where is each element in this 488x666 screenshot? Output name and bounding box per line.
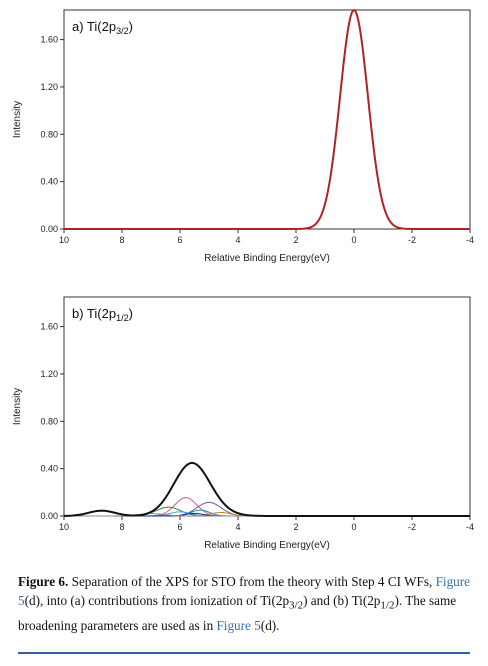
x-axis-label: Relative Binding Energy(eV)	[204, 540, 330, 551]
plot-frame	[63, 296, 471, 517]
x-tick-label: 10	[59, 522, 69, 532]
x-tick-label: 2	[293, 235, 298, 245]
caption-lead: Figure 6.	[18, 574, 69, 589]
y-tick-label: 0.80	[40, 129, 58, 139]
x-tick-label: -2	[408, 235, 416, 245]
caption-sub-2: 1/2	[380, 599, 395, 612]
figure-caption: Figure 6. Separation of the XPS for STO …	[18, 572, 474, 635]
figure-5-link-1[interactable]: Figure 5	[18, 574, 471, 608]
panel-label: b) Ti(2p1/2)	[72, 306, 133, 323]
total-spectrum-line	[64, 9, 470, 230]
caption-sub-1: 3/2	[289, 599, 304, 612]
x-tick-label: 6	[177, 235, 182, 245]
x-tick-label: 4	[235, 522, 240, 532]
caption-text-4: ). The same broadening parameters are us…	[18, 593, 457, 633]
panel-b: 0.00 0.40 0.80 1.20 1.60 10 8 6 4 2 0 -2 -4 Relative …	[12, 296, 474, 551]
x-axis-label: Relative Binding Energy(eV)	[204, 253, 330, 264]
caption-rule	[18, 652, 470, 654]
x-tick-label: 0	[351, 235, 356, 245]
x-tick-label: -4	[466, 235, 474, 245]
caption-text-1: Separation of the XPS for STO from the t…	[68, 574, 436, 589]
x-tick-label: 0	[351, 522, 356, 532]
y-tick-label: 0.80	[40, 416, 58, 426]
figure-5-link-2[interactable]: Figure 5	[216, 617, 261, 633]
y-tick-label: 0.00	[40, 511, 58, 521]
y-tick-label: 1.60	[40, 322, 58, 332]
y-axis-label: Intensity	[12, 101, 23, 138]
x-tick-label: 8	[119, 235, 124, 245]
panel-label: a) Ti(2p3/2)	[72, 19, 133, 36]
caption-text-5: (d).	[260, 617, 280, 633]
caption-text-2: (d), into (a) contributions from ionizat…	[24, 593, 290, 608]
x-tick-label: 6	[177, 522, 182, 532]
x-tick-label: 10	[59, 235, 69, 245]
panel-a: 0.00 0.40 0.80 1.20 1.60 10 8 6 4 2 0 -2 -4 Relative …	[12, 9, 474, 264]
y-tick-label: 0.40	[40, 464, 58, 474]
x-tick-label: 2	[293, 522, 298, 532]
x-tick-label: -2	[408, 522, 416, 532]
component-line	[64, 497, 470, 517]
total-spectrum-line	[63, 461, 470, 517]
y-tick-label: 1.60	[40, 35, 58, 45]
caption-text-3: ) and (b) Ti(2p	[303, 593, 381, 608]
plot-frame	[63, 9, 471, 230]
xps-figure: 0.00 0.40 0.80 1.20 1.60 10 8 6 4 2 0 -2 -4 Relative …	[12, 9, 474, 551]
x-tick-label: 4	[235, 235, 240, 245]
x-tick-label: -4	[466, 522, 474, 532]
y-axis-label: Intensity	[12, 388, 23, 425]
x-tick-label: 8	[119, 522, 124, 532]
y-tick-label: 1.20	[40, 82, 58, 92]
y-tick-label: 1.20	[40, 369, 58, 379]
y-tick-label: 0.00	[40, 224, 58, 234]
y-tick-label: 0.40	[40, 177, 58, 187]
